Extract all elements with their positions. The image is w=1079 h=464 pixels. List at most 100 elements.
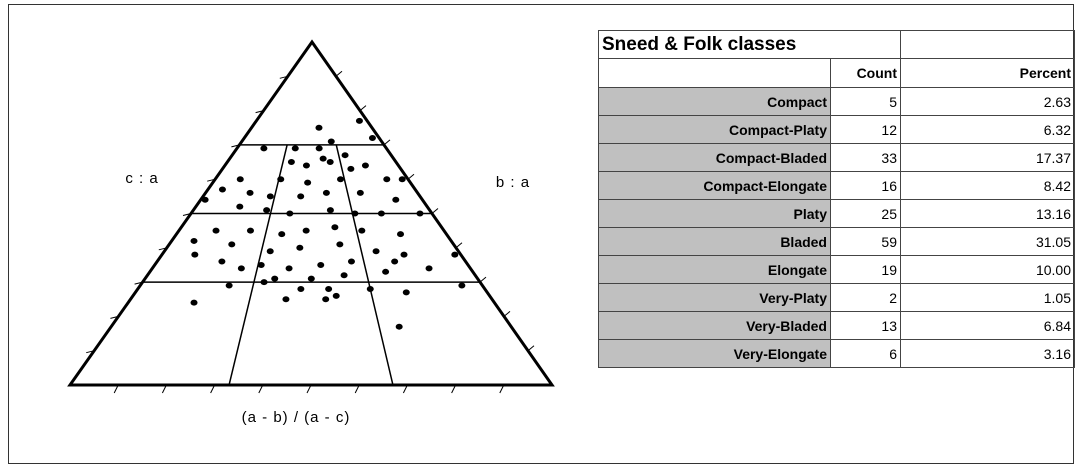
point [395,323,403,330]
point [260,279,268,286]
point [451,251,459,258]
count: 19 [830,255,901,284]
count: 2 [830,283,901,312]
point [286,210,294,217]
point [315,124,323,131]
class-name: Very-Bladed [598,311,831,340]
point [398,176,406,183]
point [287,159,295,166]
point [336,241,344,248]
point [271,275,279,282]
column-header: Percent [900,58,1075,88]
point [368,135,376,142]
x-axis-label: (a - b) / (a - c) [242,409,351,426]
point [201,196,209,203]
point [377,210,385,217]
y-axis-label: c : a [125,170,158,187]
count: 6 [830,339,901,368]
count: 59 [830,227,901,256]
point [315,145,323,152]
point [297,285,305,292]
page: c : a b : a (a - b) / (a - c) Sneed & Fo… [8,4,1075,464]
empty-cell [598,58,831,88]
table-row: Compact-Platy 12 6.32 [598,115,1075,144]
percent: 6.84 [900,311,1075,340]
table-row: Bladed 59 31.05 [598,227,1075,256]
point [282,296,290,303]
title-row: Sneed & Folk classes [598,30,1075,59]
table-row: Very-Elongate 6 3.16 [598,339,1075,368]
table-row: Very-Bladed 13 6.84 [598,311,1075,340]
percent: 10.00 [900,255,1075,284]
point [400,251,408,258]
point [366,285,374,292]
point [425,265,433,272]
point [337,176,345,183]
percent: 2.63 [900,87,1075,116]
point [218,186,226,193]
count: 25 [830,199,901,228]
point [383,176,391,183]
percent: 13.16 [900,199,1075,228]
point [358,227,366,234]
column-header: Count [830,58,901,88]
point [307,275,315,282]
header-row: Count Percent [598,58,1075,88]
point [361,162,369,169]
point [212,227,220,234]
table-row: Very-Platy 2 1.05 [598,283,1075,312]
point [458,282,466,289]
class-name: Elongate [598,255,831,284]
point [263,207,271,214]
point [236,176,244,183]
point [341,152,349,159]
point [218,258,226,265]
triangle [67,39,555,387]
class-name: Very-Elongate [598,339,831,368]
count: 12 [830,115,901,144]
y2-axis-label: b : a [496,174,530,191]
point [228,241,236,248]
point [190,237,198,244]
percent: 8.42 [900,171,1075,200]
table-row: Compact-Elongate 16 8.42 [598,171,1075,200]
empty-cell [900,30,1075,59]
point [325,285,333,292]
point [246,189,254,196]
class-name: Compact-Bladed [598,143,831,172]
point [372,248,380,255]
table-row: Compact-Bladed 33 17.37 [598,143,1075,172]
point [322,296,330,303]
point [340,272,348,279]
class-line [335,144,394,386]
point [190,299,198,306]
table-row: Elongate 19 10.00 [598,255,1075,284]
point [347,165,355,172]
point [277,176,285,183]
percent: 1.05 [900,283,1075,312]
count: 16 [830,171,901,200]
point [302,162,310,169]
percent: 31.05 [900,227,1075,256]
point [331,224,339,231]
point [291,145,299,152]
point [392,196,400,203]
count: 13 [830,311,901,340]
point [278,231,286,238]
point [317,261,325,268]
point [326,159,334,166]
point [347,258,355,265]
point [402,289,410,296]
point [397,231,405,238]
class-table: Sneed & Folk classes Count Percent Compa… [598,30,1075,368]
point [326,207,334,214]
point [322,189,330,196]
percent: 17.37 [900,143,1075,172]
class-name: Platy [598,199,831,228]
table-row: Platy 25 13.16 [598,199,1075,228]
point [302,227,310,234]
point [355,117,363,124]
point [391,258,399,265]
point [285,265,293,272]
class-name: Compact-Platy [598,115,831,144]
